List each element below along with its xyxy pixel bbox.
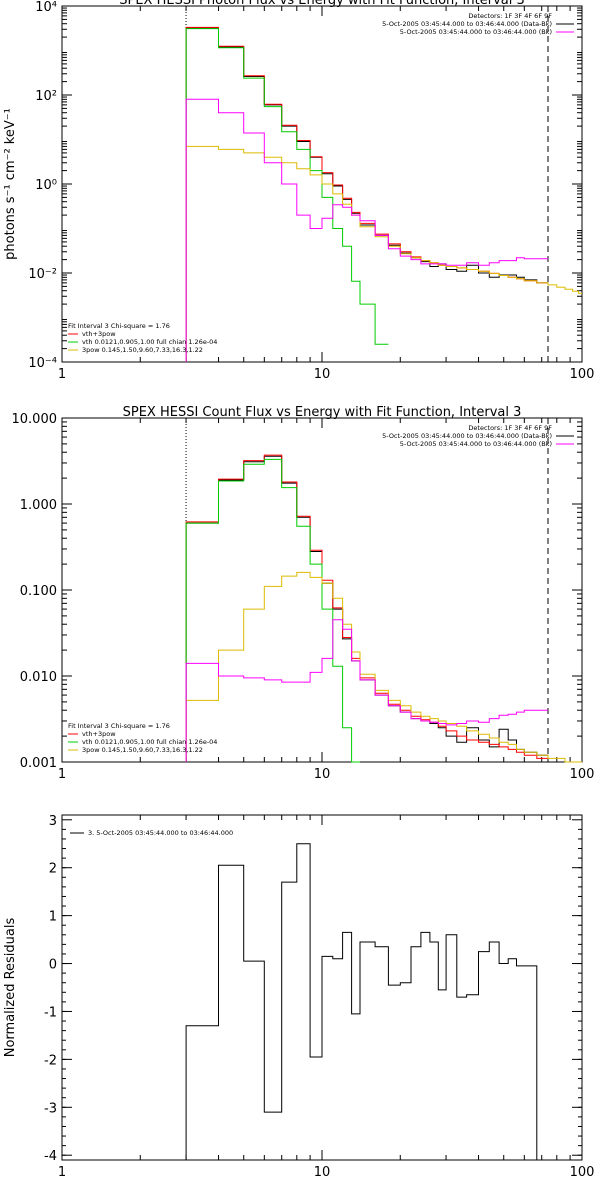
- chart-title-1: SPEX HESSI Count Flux vs Energy with Fit…: [123, 405, 522, 420]
- legend-text-0: Fit Interval 3 Chi-square = 1.76: [68, 322, 170, 330]
- y-tick-label-1: 1.000: [20, 498, 57, 513]
- y-tick-label-0: 10²: [35, 89, 57, 104]
- x-tick-label-1: 100: [570, 767, 595, 782]
- y-tick-label-2: -1: [44, 1005, 57, 1020]
- y-tick-label-2: 0: [49, 958, 57, 973]
- y-tick-label-2: -4: [44, 1149, 57, 1164]
- legend-text-0: Detectors: 1F 3F 4F 6F 9F: [468, 12, 552, 20]
- x-tick-label-2: 100: [570, 1165, 595, 1180]
- x-tick-label-0: 100: [570, 367, 595, 382]
- x-tick-label-2: 1: [58, 1165, 66, 1180]
- series-vth-1: [185, 458, 360, 763]
- y-tick-label-2: 3: [49, 814, 57, 829]
- series-vth+3pow-0: [185, 26, 548, 362]
- x-tick-label-1: 10: [314, 767, 331, 782]
- x-tick-label-0: 1: [58, 367, 66, 382]
- legend-text-1: 5-Oct-2005 03:45:44.000 to 03:46:44.000 …: [400, 440, 552, 448]
- y-tick-label-1: 0.100: [20, 584, 57, 599]
- legend-text-0: vth+3pow: [82, 330, 116, 338]
- series-vth+3pow-1: [185, 454, 548, 762]
- series-3pow-1: [185, 571, 582, 763]
- series-Data-Bk-0: [185, 27, 548, 362]
- legend-text-1: 3pow 0.145,1.50,9.60,7.33,16.3,1.22: [82, 746, 203, 754]
- x-tick-label-1: 1: [58, 767, 66, 782]
- y-axis-label-2: Normalized Residuals: [3, 918, 18, 1058]
- legend-text-0: 3pow 0.145,1.50,9.60,7.33,16.3,1.22: [82, 346, 203, 354]
- x-tick-label-2: 10: [314, 1165, 331, 1180]
- series-Bk-1: [185, 619, 548, 762]
- x-tick-label-0: 10: [314, 367, 331, 382]
- y-tick-label-0: 10⁰: [35, 178, 57, 193]
- y-tick-label-2: 2: [49, 862, 57, 877]
- legend-text-0: vth 0.0121,0.905,1.00 full chian 1.26e-0…: [82, 338, 217, 346]
- series-Bk-0: [185, 98, 548, 362]
- legend-text-1: vth 0.0121,0.905,1.00 full chian 1.26e-0…: [82, 738, 217, 746]
- y-tick-label-1: 0.001: [20, 756, 57, 771]
- y-tick-label-0: 10⁻⁴: [28, 356, 57, 371]
- series-vth-0: [185, 28, 389, 362]
- chart-title-0: SPEX HESSI Photon Flux vs Energy with Fi…: [119, 0, 525, 8]
- series-Data-Bk-1: [185, 455, 548, 762]
- y-tick-label-1: 0.010: [20, 670, 57, 685]
- legend-text-0: 5-Oct-2005 03:45:44.000 to 03:46:44.000 …: [400, 28, 552, 36]
- y-tick-label-2: 1: [49, 910, 57, 925]
- y-tick-label-2: -3: [44, 1101, 57, 1116]
- y-tick-label-1: 10.000: [12, 412, 58, 427]
- legend-text-1: Fit Interval 3 Chi-square = 1.76: [68, 722, 170, 730]
- series-3pow-0: [185, 145, 582, 362]
- legend-text-2: 3. 5-Oct-2005 03:45:44.000 to 03:46:44.0…: [88, 829, 233, 837]
- legend-text-1: Detectors: 1F 3F 4F 6F 9F: [468, 424, 552, 432]
- y-tick-label-0: 10⁻²: [28, 267, 57, 282]
- legend-text-1: vth+3pow: [82, 730, 116, 738]
- y-axis-label-0: photons s⁻¹ cm⁻² keV⁻¹: [3, 108, 18, 260]
- legend-text-1: 5-Oct-2005 03:45:44.000 to 03:46:44.000 …: [382, 432, 552, 440]
- legend-text-0: 5-Oct-2005 03:45:44.000 to 03:46:44.000 …: [382, 20, 552, 28]
- y-tick-label-2: -2: [44, 1053, 57, 1068]
- series-3.-2: [185, 843, 548, 1161]
- y-tick-label-0: 10⁴: [35, 0, 57, 15]
